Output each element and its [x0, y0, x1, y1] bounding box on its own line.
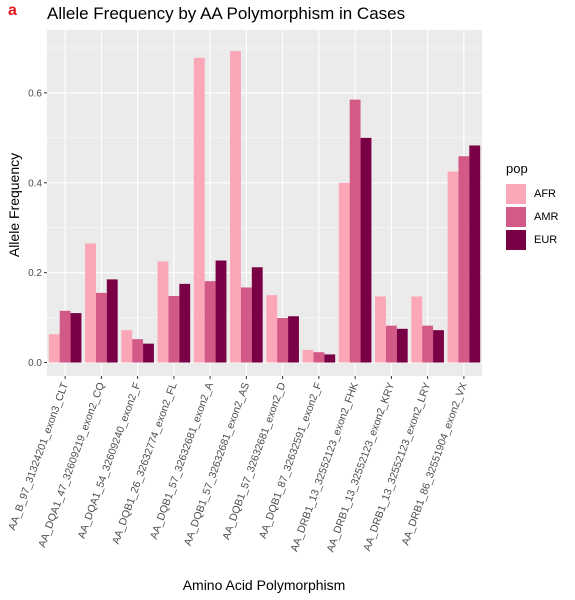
bar-eur — [433, 330, 444, 363]
bar-afr — [48, 334, 60, 363]
legend-item-afr: AFR — [506, 182, 558, 205]
x-tick-label: AA_DQB1_57_32632681_exon2_D — [220, 381, 288, 542]
x-tick-label: AA_DQA1_54_32609240_exon2_F — [76, 381, 144, 540]
legend-title: pop — [506, 161, 528, 176]
x-axis-title: Amino Acid Polymorphism — [183, 577, 346, 593]
x-tick-label: AA_DQB1_26_32632774_exon2_FL — [110, 381, 180, 546]
legend-items: AFR AMR EUR — [506, 182, 558, 251]
x-tick-label: AA_DRB1_86_32551904_exon2_VX — [400, 381, 470, 547]
bar-afr — [121, 330, 133, 363]
bar-afr — [193, 57, 205, 363]
legend-label: AFR — [534, 187, 556, 200]
y-tick-label: 0.6 — [28, 88, 42, 99]
legend-swatch — [506, 206, 526, 227]
bar-amr — [277, 318, 289, 363]
legend-label: AMR — [534, 210, 559, 223]
legend-item-amr: AMR — [506, 205, 558, 228]
y-tick-label: 0.4 — [28, 178, 42, 189]
bar-afr — [338, 182, 350, 363]
bar-amr — [458, 156, 470, 363]
plot-panel — [47, 30, 482, 376]
bar-amr — [95, 292, 107, 363]
bar-eur — [396, 328, 408, 363]
bars-layer — [48, 51, 481, 363]
bar-amr — [168, 296, 180, 363]
bar-afr — [157, 261, 169, 363]
legend: pop AFR AMR EUR — [506, 161, 558, 251]
bar-afr — [230, 51, 241, 363]
x-tick-label: AA_DRB1_13_32552123_exon2_KRY — [324, 381, 397, 554]
bar-amr — [349, 99, 361, 363]
bar-eur — [70, 313, 82, 363]
x-tick-label: AA_DRB1_13_32552123_exon2_LRY — [361, 381, 433, 553]
bar-amr — [422, 325, 434, 363]
legend-item-eur: EUR — [506, 228, 558, 251]
bar-afr — [375, 296, 386, 363]
bar-eur — [215, 260, 227, 363]
bar-amr — [204, 281, 216, 363]
legend-label: EUR — [534, 233, 558, 246]
chart-title: Allele Frequency by AA Polymorphism in C… — [47, 4, 406, 23]
legend-swatch — [506, 183, 526, 204]
x-tick-label: AA_DQA1_47_32609219_exon2_CQ — [36, 381, 107, 549]
bar-eur — [469, 145, 481, 363]
bar-amr — [313, 352, 325, 363]
bar-amr — [59, 310, 71, 363]
bar-amr — [385, 325, 397, 363]
bar-eur — [143, 343, 154, 363]
x-tick-label: AA_DQB1_57_32632681_exon2_A — [148, 381, 216, 541]
bar-afr — [266, 295, 278, 363]
panel-label: a — [8, 2, 17, 19]
bar-eur — [179, 283, 191, 363]
y-tick-label: 0.0 — [28, 358, 42, 369]
x-tick-label: AA_DRB1_13_32552123_exon2_FHK — [288, 381, 361, 554]
y-tick-label: 0.2 — [28, 268, 42, 279]
bar-amr — [240, 287, 252, 363]
bar-eur — [106, 279, 118, 363]
bar-eur — [324, 354, 336, 363]
bar-afr — [447, 171, 459, 363]
bar-amr — [132, 339, 144, 363]
bar-eur — [288, 316, 299, 363]
x-tick-label: AA_DQB1_57_32632681_exon2_AS — [182, 381, 252, 547]
bar-afr — [411, 296, 423, 363]
bar-eur — [360, 137, 372, 363]
bar-afr — [85, 243, 96, 363]
legend-swatch — [506, 229, 526, 250]
y-axis-title: Allele Frequency — [6, 153, 22, 257]
bar-afr — [302, 349, 314, 363]
x-tick-label: AA_DQB1_87_32632591_exon2_F — [257, 381, 325, 540]
bar-eur — [251, 267, 263, 363]
